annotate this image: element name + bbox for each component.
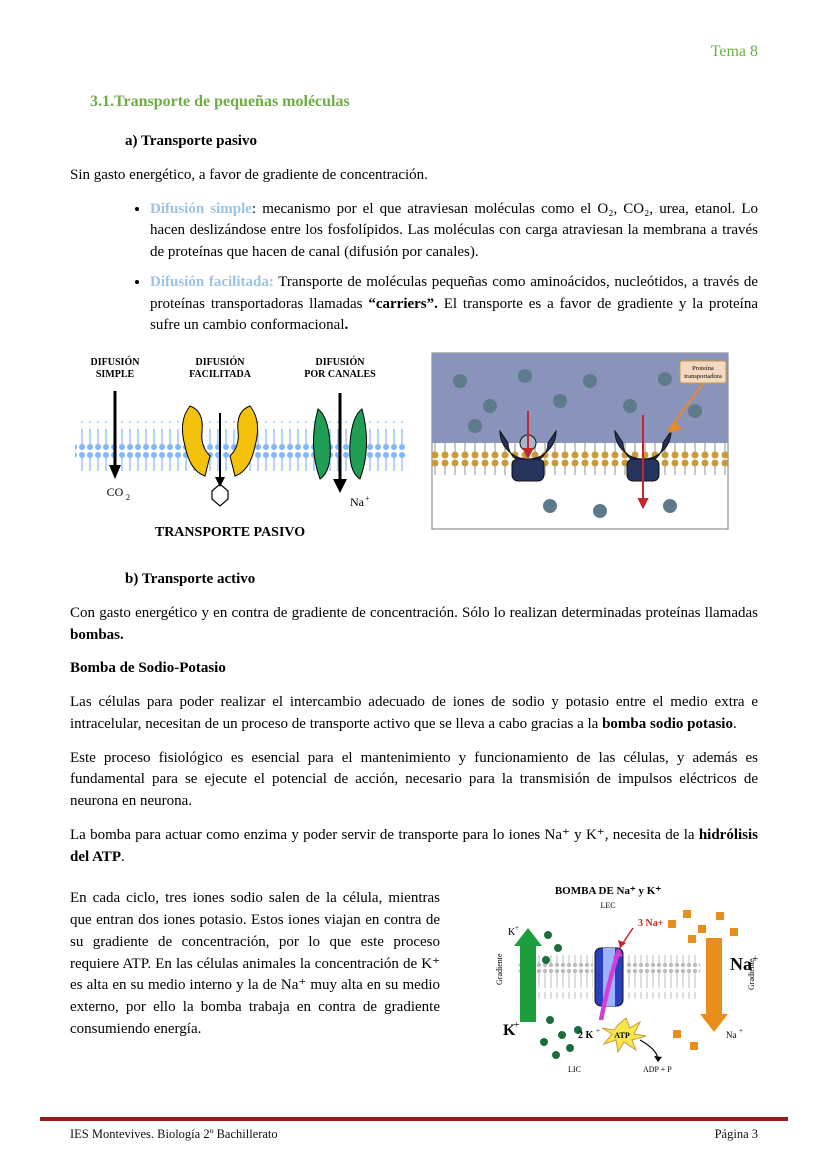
bullet-a2-dot: . [345, 317, 349, 333]
term-difusion-simple: Difusión simple [150, 201, 252, 217]
para-a1: Sin gasto energético, a favor de gradien… [70, 165, 758, 187]
bullet-a1: Difusión simple: mecanismo por el que at… [150, 199, 758, 264]
svg-text:DIFUSIÓN: DIFUSIÓN [196, 356, 246, 368]
svg-text:DIFUSIÓN: DIFUSIÓN [316, 356, 366, 368]
bullet-a2-bold: “carriers”. [368, 296, 438, 312]
bullet-list-a: Difusión simple: mecanismo por el que at… [150, 199, 758, 338]
heading-bomba: Bomba de Sodio-Potasio [70, 658, 758, 680]
section-title: 3.1.Transporte de pequeñas moléculas [90, 90, 758, 113]
term-difusion-facilitada: Difusión facilitada: [150, 274, 274, 290]
svg-text:Na: Na [726, 1030, 737, 1040]
svg-text:DIFUSIÓN: DIFUSIÓN [91, 356, 141, 368]
para-b1-bold: bombas. [70, 627, 124, 643]
subheading-b: b) Transporte activo [125, 569, 758, 591]
svg-text:ATP: ATP [614, 1031, 630, 1040]
subheading-a: a) Transporte pasivo [125, 131, 758, 153]
svg-text:ADP + P: ADP + P [643, 1065, 672, 1074]
svg-text:LEC: LEC [600, 901, 615, 910]
svg-text:+: + [514, 1020, 520, 1031]
figure-row-passive: DIFUSIÓN SIMPLE DIFUSIÓN FACILITADA DIFU… [70, 351, 758, 551]
svg-text:transportadora: transportadora [684, 373, 722, 380]
svg-text:POR CANALES: POR CANALES [304, 369, 376, 380]
svg-text:2 K: 2 K [578, 1030, 594, 1041]
svg-text:3 Na+: 3 Na+ [638, 918, 664, 929]
page-footer: IES Montevives. Biología 2º Bachillerato… [70, 1125, 758, 1143]
two-column-bomba: En cada ciclo, tres iones sodio salen de… [70, 880, 758, 1088]
para-b4-b: . [121, 849, 125, 865]
svg-text:+: + [596, 1027, 600, 1035]
svg-text:BOMBA DE Na⁺ y K⁺: BOMBA DE Na⁺ y K⁺ [555, 885, 662, 897]
para-b2-end: . [733, 716, 737, 732]
svg-text:+: + [739, 1027, 743, 1035]
para-b2: Las células para poder realizar el inter… [70, 692, 758, 736]
svg-text:CO: CO [107, 485, 124, 499]
footer-rule [40, 1117, 788, 1121]
svg-text:+: + [515, 924, 519, 932]
figure-carrier-protein: Proteína transportadora [430, 351, 730, 531]
footer-left: IES Montevives. Biología 2º Bachillerato [70, 1125, 278, 1143]
para-b1-text: Con gasto energético y en contra de grad… [70, 605, 758, 621]
para-b5: En cada ciclo, tres iones sodio salen de… [70, 888, 440, 1040]
svg-text:Na: Na [350, 495, 365, 509]
para-b1: Con gasto energético y en contra de grad… [70, 603, 758, 647]
svg-text:Gradiente: Gradiente [495, 953, 504, 985]
svg-text:2: 2 [126, 493, 130, 502]
para-b4-a: La bomba para actuar como enzima y poder… [70, 827, 699, 843]
para-b2-bold: bomba sodio potasio [602, 716, 733, 732]
svg-text:LIC: LIC [568, 1065, 581, 1074]
para-b3: Este proceso fisiológico es esencial par… [70, 748, 758, 813]
figure-passive-transport: DIFUSIÓN SIMPLE DIFUSIÓN FACILITADA DIFU… [70, 351, 410, 551]
topic-header: Tema 8 [711, 40, 758, 63]
bullet-a2: Difusión facilitada: Transporte de moléc… [150, 272, 758, 337]
para-b4: La bomba para actuar como enzima y poder… [70, 825, 758, 869]
svg-text:+: + [365, 494, 370, 503]
svg-text:Proteína: Proteína [692, 365, 714, 372]
svg-text:TRANSPORTE PASIVO: TRANSPORTE PASIVO [155, 525, 305, 540]
svg-text:FACILITADA: FACILITADA [189, 369, 252, 380]
footer-right: Página 3 [715, 1125, 758, 1143]
svg-text:SIMPLE: SIMPLE [96, 369, 135, 380]
figure-sodium-potassium-pump: BOMBA DE Na⁺ y K⁺ LEC [458, 880, 758, 1080]
svg-text:Gradiente: Gradiente [747, 958, 756, 990]
